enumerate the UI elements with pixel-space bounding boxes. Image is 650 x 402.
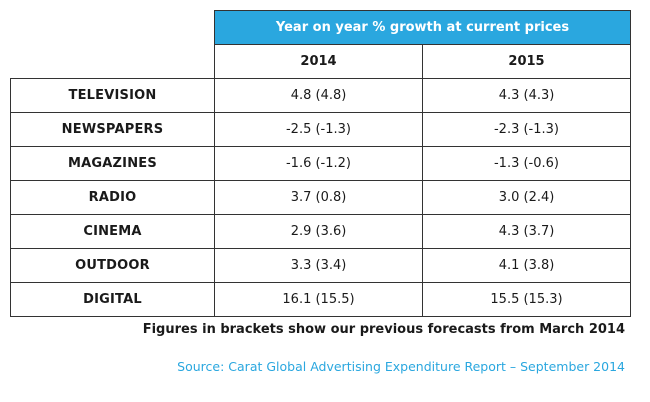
column-header-2015: 2015 bbox=[422, 44, 631, 79]
banner-row: Year on year % growth at current prices bbox=[10, 10, 631, 79]
cell-value: 2.9 (3.6) bbox=[214, 214, 423, 249]
cell-value: -2.3 (-1.3) bbox=[422, 112, 631, 147]
table-row: CINEMA 2.9 (3.6) 4.3 (3.7) bbox=[10, 214, 631, 249]
cell-value: 16.1 (15.5) bbox=[214, 282, 423, 317]
row-label: OUTDOOR bbox=[10, 248, 215, 283]
cell-value: 3.7 (0.8) bbox=[214, 180, 423, 215]
table-row: RADIO 3.7 (0.8) 3.0 (2.4) bbox=[10, 180, 631, 215]
table-row: MAGAZINES -1.6 (-1.2) -1.3 (-0.6) bbox=[10, 146, 631, 181]
cell-value: 3.0 (2.4) bbox=[422, 180, 631, 215]
cell-value: 4.1 (3.8) bbox=[422, 248, 631, 283]
row-label: CINEMA bbox=[10, 214, 215, 249]
year-row: 2014 2015 bbox=[11, 44, 631, 79]
table-row: DIGITAL 16.1 (15.5) 15.5 (15.3) bbox=[10, 282, 631, 317]
corner-blank-cell bbox=[10, 10, 215, 79]
row-label: TELEVISION bbox=[10, 78, 215, 113]
cell-value: 4.3 (4.3) bbox=[422, 78, 631, 113]
cell-value: -1.3 (-0.6) bbox=[422, 146, 631, 181]
cell-value: 4.8 (4.8) bbox=[214, 78, 423, 113]
growth-table: Year on year % growth at current prices … bbox=[10, 10, 631, 317]
row-label: NEWSPAPERS bbox=[10, 112, 215, 147]
cell-value: -1.6 (-1.2) bbox=[214, 146, 423, 181]
table-header-title: Year on year % growth at current prices bbox=[214, 10, 631, 45]
cell-value: -2.5 (-1.3) bbox=[214, 112, 423, 147]
row-label: RADIO bbox=[10, 180, 215, 215]
table-row: NEWSPAPERS -2.5 (-1.3) -2.3 (-1.3) bbox=[10, 112, 631, 147]
footnote: Figures in brackets show our previous fo… bbox=[142, 322, 625, 337]
growth-table-container: Year on year % growth at current prices … bbox=[10, 10, 631, 317]
cell-value: 15.5 (15.3) bbox=[422, 282, 631, 317]
source-caption: Source: Carat Global Advertising Expendi… bbox=[177, 359, 625, 374]
table-row: OUTDOOR 3.3 (3.4) 4.1 (3.8) bbox=[10, 248, 631, 283]
column-header-2014: 2014 bbox=[214, 44, 423, 79]
cell-value: 3.3 (3.4) bbox=[214, 248, 423, 283]
row-label: DIGITAL bbox=[10, 282, 215, 317]
row-label: MAGAZINES bbox=[10, 146, 215, 181]
cell-value: 4.3 (3.7) bbox=[422, 214, 631, 249]
table-row: TELEVISION 4.8 (4.8) 4.3 (4.3) bbox=[10, 78, 631, 113]
